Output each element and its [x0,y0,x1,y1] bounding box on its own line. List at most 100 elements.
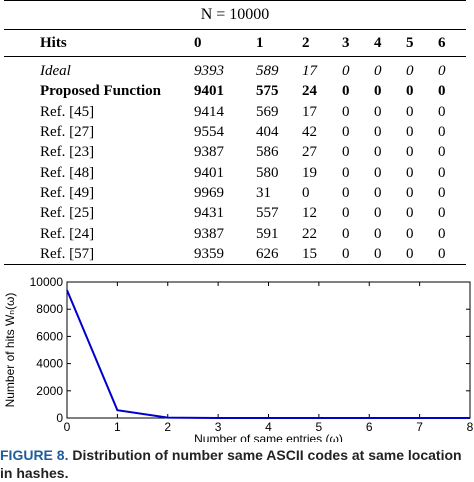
table-cell: 0 [438,102,466,122]
x-tick-label: 0 [64,420,71,434]
row-label: Ref. [48] [4,162,194,182]
x-tick-label: 1 [114,420,121,434]
n-label: N = 10000 [201,6,270,23]
table-cell: 0 [342,223,374,243]
column-header: 3 [342,30,374,57]
table-cell: 0 [406,102,438,122]
table-cell: 0 [438,142,466,162]
y-tick-label: 2000 [36,384,63,398]
table-cell: 0 [374,122,406,142]
y-tick-label: 6000 [36,329,63,343]
figure-caption-text: Distribution of number same ASCII codes … [0,447,462,481]
table-cell: 27 [302,142,342,162]
table-cell: 19 [302,162,342,182]
table-cell: 569 [256,102,302,122]
plot-frame [67,282,470,418]
table-cell: 0 [374,183,406,203]
table-cell: 0 [438,203,466,223]
table-cell: 9414 [194,102,256,122]
table-cell: 0 [438,223,466,243]
row-label: Ref. [45] [4,102,194,122]
table-cell: 0 [342,183,374,203]
table-cell: 0 [406,122,438,142]
table-cell: 42 [302,122,342,142]
table-cell: 22 [302,223,342,243]
table-cell: 0 [406,57,438,82]
x-tick-label: 2 [164,420,171,434]
table-cell: 586 [256,142,302,162]
table-cell: 0 [374,142,406,162]
row-label: Ideal [4,57,194,82]
column-header: 0 [194,30,256,57]
row-label: Ref. [25] [4,203,194,223]
table-cell: 0 [406,81,438,101]
y-tick-label: 0 [56,411,63,425]
column-header: 4 [374,30,406,57]
column-header: 6 [438,30,466,57]
table-cell: 0 [438,81,466,101]
table-cell: 580 [256,162,302,182]
row-label: Ref. [23] [4,142,194,162]
table-cell: 0 [342,102,374,122]
table-cell: 9431 [194,203,256,223]
x-tick-label: 7 [416,420,423,434]
row-label: Ref. [49] [4,183,194,203]
table-cell: 15 [302,244,342,265]
table-cell: 0 [406,183,438,203]
figure-caption: FIGURE 8. Distribution of number same AS… [0,446,474,482]
table-cell: 12 [302,203,342,223]
series-line [67,290,470,418]
table-cell: 0 [342,57,374,82]
table-cell: 0 [342,142,374,162]
table-cell: 0 [374,203,406,223]
table-cell: 591 [256,223,302,243]
x-tick-label: 6 [366,420,373,434]
table-cell: 557 [256,203,302,223]
table-cell: 0 [406,203,438,223]
table-cell: 31 [256,183,302,203]
figure-label: FIGURE 8. [0,447,68,463]
column-header: 1 [256,30,302,57]
table-cell: 9387 [194,142,256,162]
table-cell: 9401 [194,81,256,101]
column-header: 2 [302,30,342,57]
table-cell: 0 [438,57,466,82]
y-tick-label: 10000 [30,275,64,289]
table-cell: 9393 [194,57,256,82]
table-cell: 0 [438,183,466,203]
row-label: Proposed Function [4,81,194,101]
y-tick-label: 4000 [36,357,63,371]
table-cell: 575 [256,81,302,101]
table-cell: 0 [406,162,438,182]
column-header: Hits [4,30,194,57]
table-cell: 0 [374,244,406,265]
column-header: 5 [406,30,438,57]
n-caption: N = 10000 [4,1,466,30]
x-axis-label: Number of same entries (ω) [194,432,343,442]
row-label: Ref. [24] [4,223,194,243]
table-cell: 17 [302,102,342,122]
table-cell: 9401 [194,162,256,182]
table-cell: 0 [302,183,342,203]
table-cell: 0 [342,162,374,182]
table-cell: 0 [438,244,466,265]
table-cell: 404 [256,122,302,142]
x-tick-label: 8 [467,420,474,434]
table-cell: 24 [302,81,342,101]
table-cell: 0 [406,223,438,243]
table-cell: 0 [342,244,374,265]
y-tick-label: 8000 [36,302,63,316]
table-cell: 0 [374,102,406,122]
